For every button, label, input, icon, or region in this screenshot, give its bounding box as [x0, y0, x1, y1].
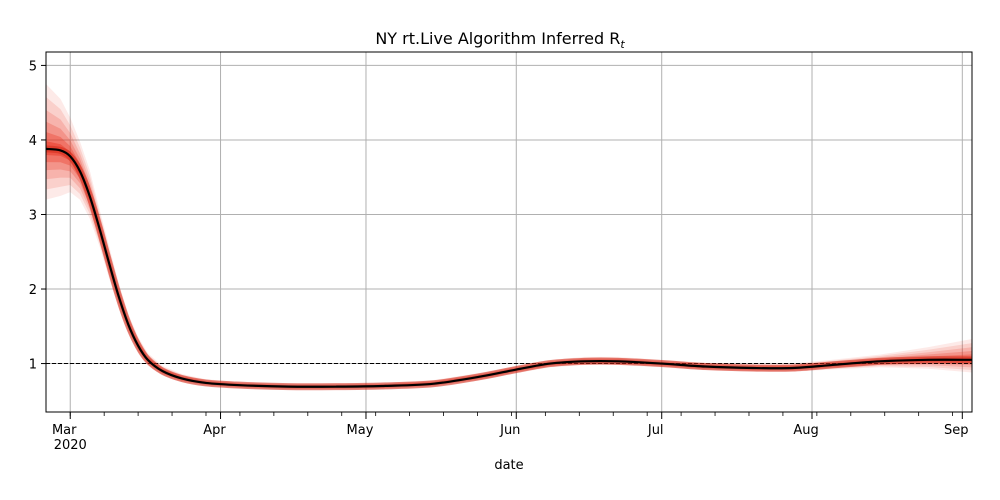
chart-title-main: NY rt.Live Algorithm Inferred R — [375, 29, 620, 48]
median-line-group — [46, 145, 972, 391]
x-tick-label: Aug — [793, 423, 818, 438]
grid-lines — [46, 52, 972, 412]
y-axis: 1 2 3 4 5 — [29, 59, 46, 373]
y-tick-label: 3 — [29, 208, 37, 223]
x-tick-label: Sep — [944, 423, 969, 438]
y-tick-label: 2 — [29, 283, 37, 298]
x-tick-label: Apr — [203, 423, 226, 438]
y-tick-label: 1 — [29, 358, 37, 373]
y-tick-label: 4 — [29, 134, 37, 149]
chart-title-subscript: t — [620, 38, 625, 51]
x-tick-label: Jun — [499, 423, 520, 438]
x-axis-label: date — [494, 458, 523, 473]
x-tick-label: May — [347, 423, 374, 438]
x-tick-label: Mar — [52, 423, 77, 438]
x-tick-sublabel: 2020 — [54, 438, 87, 453]
y-tick-label: 5 — [29, 59, 37, 74]
plot-frame — [45, 51, 973, 413]
chart-title: NY rt.Live Algorithm Inferred Rt — [375, 29, 625, 51]
median-line — [46, 147, 972, 388]
x-tick-label: Jul — [647, 423, 664, 438]
